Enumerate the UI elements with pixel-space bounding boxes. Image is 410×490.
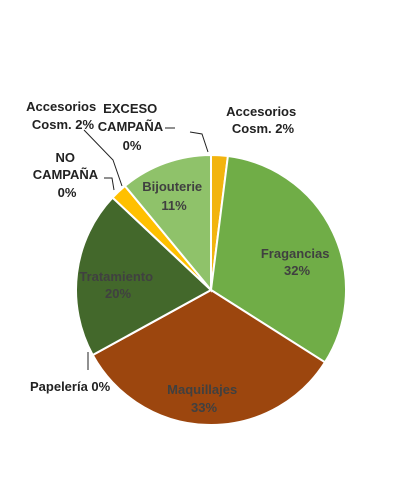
label-accesorios-right-line1: Accesorios [226,104,296,119]
label-no-campana-line1: NO [55,150,75,165]
label-exceso-line1: EXCESO [103,101,157,116]
label-maquillajes-line1: Maquillajes [167,382,237,397]
label-tratamiento-line1: Tratamiento [79,269,153,284]
label-tratamiento-line2: 20% [105,286,131,301]
label-exceso-line2: CAMPAÑA [98,119,164,134]
label-bijouterie-line2: 11% [161,198,187,213]
slice-labels: Accesorios Cosm. 2% Fragancias 32% Maqui… [26,99,333,415]
label-maquillajes: Maquillajes 33% [167,382,241,415]
label-fragancias: Fragancias 32% [261,246,333,278]
label-no-campana-line2: CAMPAÑA [33,167,99,182]
pie-slice-tratamiento-4 [75,196,213,357]
label-papeleria: Papelería 0% [30,379,111,394]
leader-no-campana [104,177,115,191]
label-maquillajes-line2: 33% [191,400,217,415]
pie-slice-bijouterie-7 [123,153,212,293]
label-fragancias-line1: Fragancias [261,246,330,261]
leader-lines [83,127,209,370]
label-exceso-campana: EXCESO CAMPAÑA 0% [98,101,167,153]
label-no-campana-line3: 0% [58,185,77,200]
label-fragancias-line2: 32% [284,263,310,278]
label-accesorios-right-line2: Cosm. 2% [232,121,295,136]
label-tratamiento: Tratamiento 20% [79,269,156,301]
label-bijouterie: Bijouterie 11% [142,179,206,213]
label-accesorios-left-line2: Cosm. 2% [32,117,95,132]
label-no-campana: NO CAMPAÑA 0% [33,150,102,200]
leader-accesorios-left [83,129,123,187]
label-exceso-line3: 0% [123,138,142,153]
label-accesorios-right: Accesorios Cosm. 2% [226,104,300,136]
leader-accesorios-right [189,131,209,153]
label-bijouterie-line1: Bijouterie [142,179,202,194]
pie-slices [75,153,347,426]
label-accesorios-left: Accesorios Cosm. 2% [26,99,100,132]
label-accesorios-left-line1: Accesorios [26,99,96,114]
